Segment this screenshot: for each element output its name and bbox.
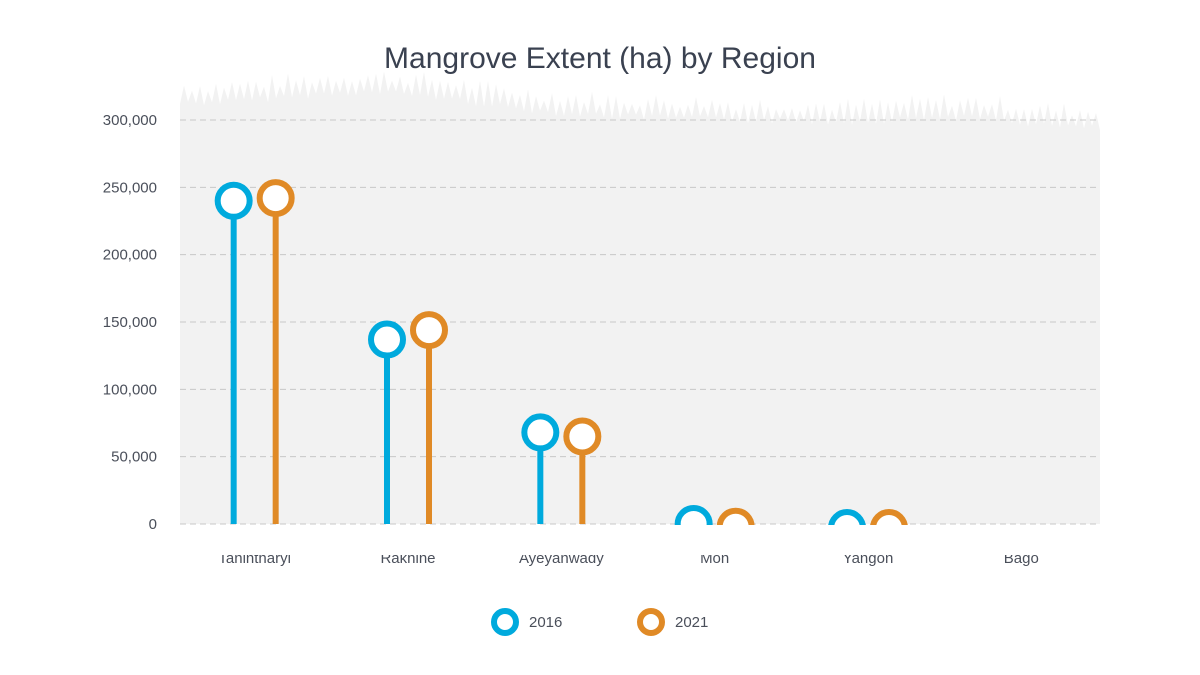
legend-item: 2021 — [637, 608, 708, 636]
forest-silhouette-background — [180, 71, 1100, 524]
y-tick-label: 150,000 — [103, 314, 157, 331]
lollipop-head — [521, 413, 560, 452]
y-tick-label: 250,000 — [103, 179, 157, 196]
legend: 2016 2021 — [491, 608, 708, 636]
legend-label: 2021 — [675, 614, 708, 631]
y-tick-label: 100,000 — [103, 381, 157, 398]
lollipop-head — [368, 320, 406, 359]
chart-title: Mangrove Extent (ha) by Region — [384, 42, 816, 75]
y-tick-label: 300,000 — [103, 112, 157, 129]
grid-lines — [180, 119, 1100, 525]
lollipop-stems — [230, 198, 586, 524]
y-tick-label: 200,000 — [103, 247, 157, 264]
lollipop-heads — [174, 179, 1106, 555]
lollipop-head — [410, 311, 448, 350]
legend-item: 2016 — [491, 608, 562, 636]
baseline-mask — [174, 525, 1106, 555]
y-axis-ticks: 0 50,000 100,000 150,000 200,000 250,000 300,0… — [103, 112, 157, 533]
lollipop-head — [563, 417, 602, 456]
y-tick-label: 50,000 — [111, 449, 157, 466]
lollipop-head — [214, 181, 253, 220]
lollipop-head — [256, 179, 295, 218]
legend-marker — [491, 608, 519, 636]
legend-marker — [637, 608, 665, 636]
legend-label: 2016 — [529, 614, 562, 631]
y-tick-label: 0 — [149, 516, 157, 533]
